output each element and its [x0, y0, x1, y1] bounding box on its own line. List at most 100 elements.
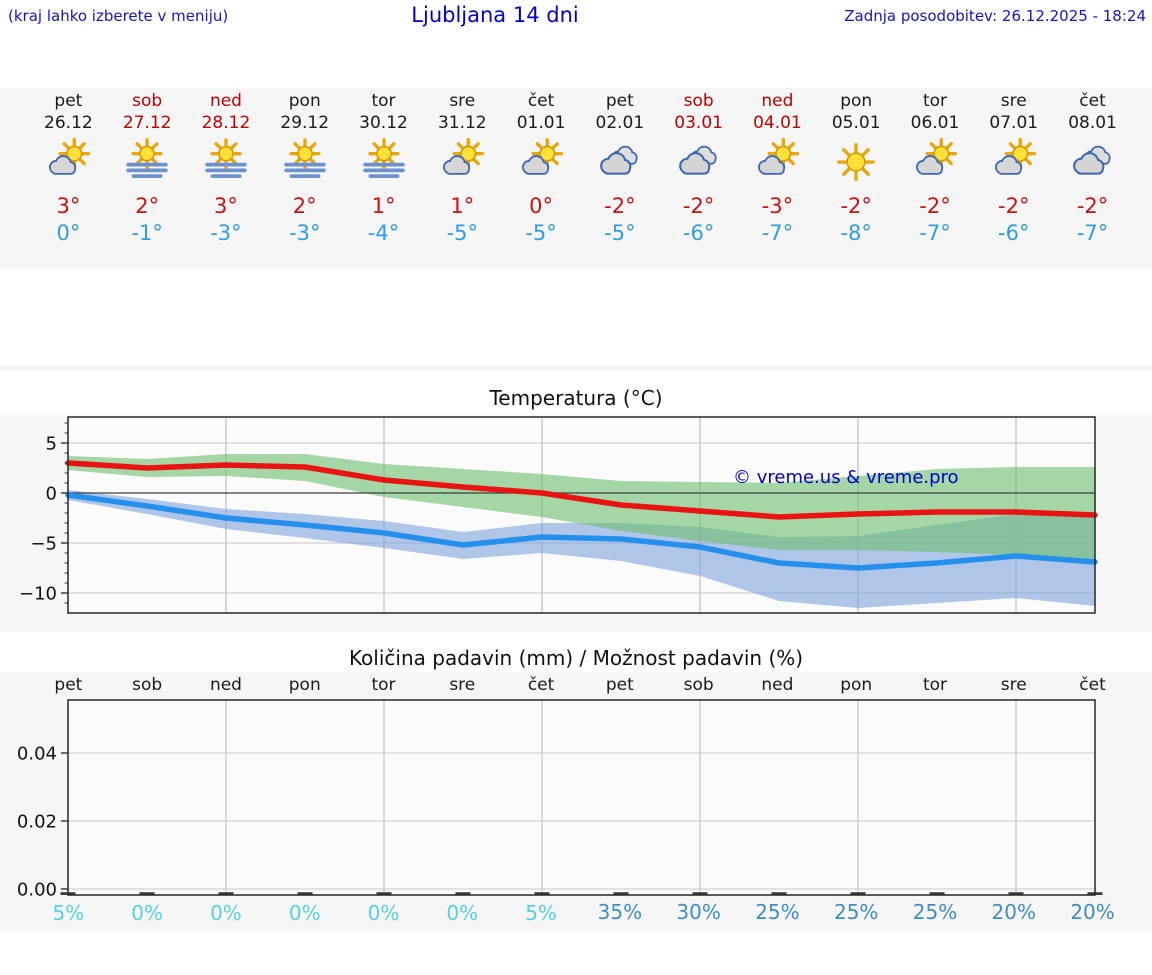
forecast-day-column: sre 31.12 1° -5°: [423, 90, 502, 247]
day-name: sob: [683, 91, 714, 111]
precip-bar: [929, 892, 945, 895]
precip-probability-row: 5% 0% 0% 0% 0% 0% 5% 35% 30% 25% 25% 25% 20% 20%: [29, 900, 1132, 927]
clouds-icon: [659, 138, 738, 188]
clouds-icon: [580, 138, 659, 188]
precip-day-label: čet: [527, 675, 555, 695]
day-date: 06.01: [910, 113, 960, 133]
high-temp: 3°: [56, 194, 81, 218]
precip-probability: 20%: [991, 900, 1036, 924]
sun-cloud-icon: [29, 138, 108, 188]
precip-day-label: sre: [449, 675, 476, 695]
day-date: 28.12: [201, 113, 251, 133]
precip-probability: 30%: [676, 900, 721, 924]
temp-y-tick-label: −5: [30, 534, 57, 555]
forecast-day-column: pet 26.12 3° 0°: [29, 90, 108, 247]
precip-bar: [534, 892, 550, 895]
precip-bar: [692, 892, 708, 895]
forecast-day-column: ned 04.01 -3° -7°: [738, 90, 817, 247]
forecast-strip: pet 26.12 3° 0° sob 27.12 2° -1° ned 28.12 3° -3° po…: [0, 88, 1152, 269]
low-temp: -6°: [998, 221, 1030, 245]
high-temp: -2°: [919, 194, 951, 218]
day-name: tor: [371, 91, 396, 111]
precip-probability: 35%: [597, 900, 643, 924]
precip-chart-title: Količina padavin (mm) / Možnost padavin …: [348, 646, 804, 670]
low-temp: 0°: [56, 221, 81, 245]
day-name: sre: [1000, 91, 1027, 111]
precip-y-tick-label: 0.02: [17, 812, 57, 833]
precip-y-tick-label: 0.00: [17, 880, 57, 901]
forecast-day-column: sob 03.01 -2° -6°: [659, 90, 738, 247]
day-date: 03.01: [674, 113, 723, 133]
sun-fog-icon: [108, 138, 187, 188]
day-name: ned: [761, 91, 794, 111]
precip-day-label: sre: [1000, 675, 1027, 695]
precip-day-label: sob: [132, 675, 163, 695]
precip-bar: [297, 892, 313, 895]
day-name: pet: [605, 91, 634, 111]
forecast-day-column: pon 29.12 2° -3°: [265, 90, 344, 247]
day-name: pon: [288, 91, 321, 111]
day-name: čet: [1079, 91, 1106, 111]
low-temp: -4°: [367, 221, 400, 245]
high-temp: -2°: [998, 194, 1030, 218]
temperature-chart-title: Temperatura (°C): [489, 386, 663, 410]
forecast-day-column: čet 01.01 0° -5°: [502, 90, 581, 247]
precip-probability: 20%: [1070, 900, 1115, 924]
high-temp: 1°: [450, 194, 475, 218]
precip-probability: 0%: [131, 901, 164, 925]
divider-strip: [0, 365, 1152, 371]
day-date: 31.12: [437, 113, 487, 133]
location-note: (kraj lahko izberete v meniju): [8, 7, 229, 25]
precip-day-label: čet: [1079, 675, 1106, 695]
precip-day-label: tor: [922, 675, 948, 695]
precip-bar: [218, 892, 234, 895]
sun-fog-icon: [187, 138, 266, 188]
precip-bar: [455, 892, 471, 895]
forecast-columns: pet 26.12 3° 0° sob 27.12 2° -1° ned 28.12 3° -3° po…: [29, 90, 1132, 247]
precip-bar: [613, 892, 629, 895]
forecast-day-column: tor 06.01 -2° -7°: [896, 90, 975, 247]
temp-y-tick-label: 0: [46, 484, 57, 505]
precip-probability: 0%: [367, 901, 400, 925]
high-temp: -2°: [682, 194, 715, 218]
precip-day-label: ned: [761, 675, 794, 695]
day-date: 27.12: [122, 113, 172, 133]
page-title: Ljubljana 14 dni: [411, 3, 579, 27]
sun-cloud-icon: [896, 138, 975, 188]
precip-day-label: sob: [683, 675, 714, 695]
high-temp: -2°: [1076, 194, 1109, 218]
precip-day-label: pon: [840, 675, 873, 695]
low-temp: -8°: [840, 221, 872, 245]
forecast-day-column: sob 27.12 2° -1°: [108, 90, 187, 247]
day-date: 04.01: [753, 113, 802, 133]
day-date: 01.01: [516, 113, 566, 133]
forecast-day-column: ned 28.12 3° -3°: [187, 90, 266, 247]
low-temp: -7°: [761, 221, 794, 245]
high-temp: -2°: [840, 194, 872, 218]
precip-probability: 0%: [210, 901, 242, 925]
precip-bar: [1008, 892, 1024, 895]
precip-probability: 25%: [755, 900, 800, 924]
precip-probability: 5%: [52, 901, 85, 925]
precip-probability: 0%: [446, 901, 479, 925]
high-temp: 0°: [529, 194, 554, 218]
temp-y-tick-label: −10: [19, 584, 57, 605]
sun-cloud-icon: [423, 138, 502, 188]
low-temp: -5°: [604, 221, 636, 245]
high-temp: 2°: [292, 194, 317, 218]
precip-probability: 25%: [912, 900, 958, 924]
temperature-chart: 5 0 −5 −10 © vreme.us & vreme.pro: [0, 415, 1152, 632]
precip-plot: 0.04 0.02 0.00: [17, 699, 1103, 901]
day-name: čet: [527, 91, 555, 111]
precip-probability: 25%: [833, 900, 879, 924]
sun-fog-icon: [265, 138, 344, 188]
temperature-plot: 5 0 −5 −10: [19, 416, 1098, 614]
sun-cloud-icon: [974, 138, 1053, 188]
precip-day-label: pet: [54, 675, 83, 695]
watermark: © vreme.us & vreme.pro: [733, 467, 959, 488]
low-temp: -7°: [919, 221, 951, 245]
forecast-day-column: pet 02.01 -2° -5°: [580, 90, 659, 247]
sun-cloud-icon: [502, 138, 581, 188]
precip-chart: pet sob ned pon tor sre čet pet sob ned pon tor sre č…: [0, 672, 1152, 932]
